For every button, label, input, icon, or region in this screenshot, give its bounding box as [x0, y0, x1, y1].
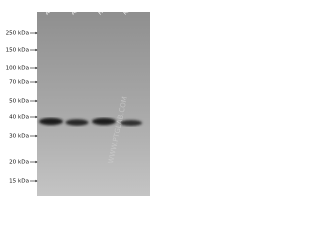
- band: [92, 117, 116, 126]
- marker-labels: 250 kDa 150 kDa 100 kDa 70 kDa 50 kDa 40 kDa 3…: [6, 31, 38, 185]
- marker-arrowhead: [35, 31, 38, 35]
- band: [120, 120, 142, 126]
- marker-label: 150 kDa: [6, 48, 29, 54]
- western-blot: WWW.PTGLAB.COM A431 A549 HeLa MCF-7 250 kDa…: [6, 1, 150, 196]
- band: [39, 117, 63, 126]
- marker-label: 70 kDa: [9, 80, 29, 86]
- marker-arrowhead: [35, 179, 38, 183]
- marker-arrowhead: [35, 134, 38, 138]
- marker-label: 20 kDa: [9, 160, 29, 166]
- marker-label: 250 kDa: [6, 31, 29, 37]
- marker-arrowhead: [35, 48, 38, 52]
- bands: [39, 117, 142, 126]
- band: [65, 119, 89, 126]
- membrane: [37, 12, 150, 196]
- marker-label: 50 kDa: [9, 99, 29, 105]
- marker-arrowhead: [35, 80, 38, 84]
- marker-arrowhead: [35, 160, 38, 164]
- marker-arrowhead: [35, 99, 38, 103]
- marker-label: 100 kDa: [6, 66, 29, 72]
- marker-arrowhead: [35, 66, 38, 70]
- marker-arrowhead: [35, 115, 38, 119]
- marker-label: 15 kDa: [9, 179, 29, 185]
- marker-label: 30 kDa: [9, 134, 29, 140]
- marker-label: 40 kDa: [9, 115, 29, 121]
